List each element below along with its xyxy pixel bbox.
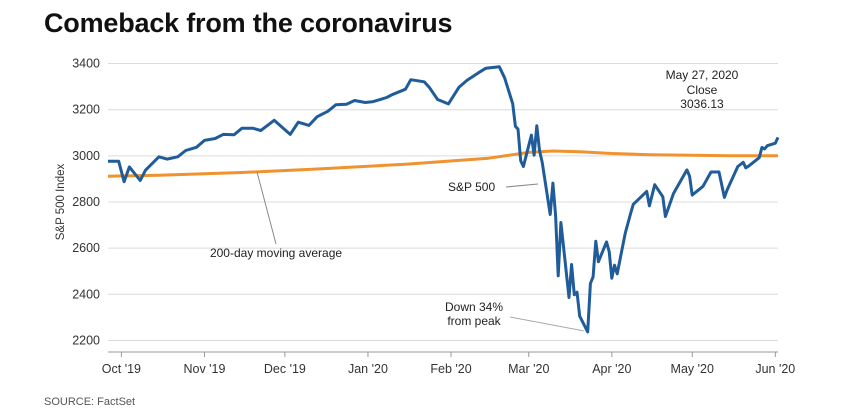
series-label-sp500-leader bbox=[505, 183, 539, 188]
y-axis-title: S&P 500 Index bbox=[55, 163, 67, 240]
x-tick-label: Dec '19 bbox=[264, 362, 306, 376]
series-line-200-day-moving-average bbox=[107, 149, 778, 178]
trough-annotation-leader bbox=[509, 316, 584, 332]
y-tick-label: 3000 bbox=[72, 149, 100, 163]
x-tick-label: Jun '20 bbox=[755, 362, 795, 376]
x-tick-label: Mar '20 bbox=[508, 362, 549, 376]
series-label-moving-average: 200-day moving average bbox=[210, 246, 342, 260]
y-tick-label: 2200 bbox=[72, 333, 100, 347]
source-note: SOURCE: FactSet bbox=[44, 396, 136, 408]
trough-annotation-line1: Down 34% bbox=[445, 300, 503, 314]
x-tick-label: Apr '20 bbox=[592, 362, 631, 376]
y-tick-label: 2600 bbox=[72, 241, 100, 255]
y-tick-label: 2400 bbox=[72, 287, 100, 301]
close-annotation-value: 3036.13 bbox=[680, 97, 724, 111]
x-tick-label: Nov '19 bbox=[183, 362, 225, 376]
x-axis-ticks: Oct '19 Nov '19 Dec '19 Jan '20 Feb '20 Mar '… bbox=[102, 352, 795, 376]
series-label-moving-average-leader bbox=[256, 171, 277, 245]
y-tick-label: 3400 bbox=[72, 57, 100, 71]
trough-annotation-line2: from peak bbox=[447, 314, 501, 328]
y-axis-ticks: 2200 2400 2600 2800 3000 3200 3400 bbox=[72, 57, 100, 348]
series-line-sp500 bbox=[108, 65, 780, 334]
x-tick-label: Jan '20 bbox=[348, 362, 388, 376]
x-tick-label: May '20 bbox=[671, 362, 714, 376]
close-annotation-label: Close bbox=[687, 83, 718, 97]
chart-title: Comeback from the coronavirus bbox=[44, 8, 453, 38]
gridlines bbox=[108, 63, 778, 341]
x-tick-label: Oct '19 bbox=[102, 362, 141, 376]
x-tick-label: Feb '20 bbox=[430, 362, 471, 376]
close-annotation-date: May 27, 2020 bbox=[666, 68, 739, 82]
series-label-sp500: S&P 500 bbox=[448, 180, 495, 194]
y-tick-label: 3200 bbox=[72, 103, 100, 117]
y-tick-label: 2800 bbox=[72, 195, 100, 209]
